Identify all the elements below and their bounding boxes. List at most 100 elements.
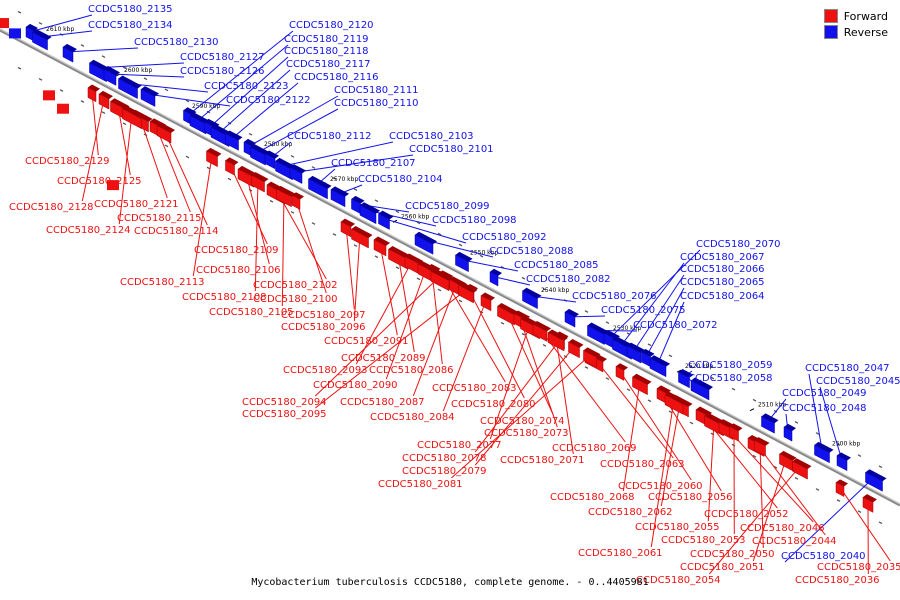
gene-label[interactable]: CCDC5180_2098: [432, 215, 517, 226]
forward-gene-block[interactable]: [430, 268, 453, 292]
gene-label[interactable]: CCDC5180_2081: [378, 479, 463, 490]
gene-label[interactable]: CCDC5180_2069: [552, 443, 637, 454]
gene-label[interactable]: CCDC5180_2059: [688, 360, 773, 371]
forward-gene-block[interactable]: [373, 236, 390, 257]
forward-gene-block[interactable]: [754, 437, 770, 457]
forward-gene-block[interactable]: [480, 292, 495, 312]
gene-label[interactable]: CCDC5180_2079: [402, 466, 487, 477]
gene-label[interactable]: CCDC5180_2107: [331, 158, 416, 169]
gene-label[interactable]: CCDC5180_2095: [242, 409, 327, 420]
gene-label[interactable]: CCDC5180_2089: [341, 353, 426, 364]
reverse-gene-block[interactable]: [25, 23, 38, 42]
gene-label[interactable]: CCDC5180_2049: [782, 388, 867, 399]
gene-label[interactable]: CCDC5180_2091: [324, 336, 409, 347]
gene-block[interactable]: [57, 103, 69, 114]
gene-label[interactable]: CCDC5180_2035: [817, 562, 900, 573]
gene-label[interactable]: CCDC5180_2119: [284, 34, 369, 45]
gene-label[interactable]: CCDC5180_2078: [402, 453, 487, 464]
gene-label[interactable]: CCDC5180_2076: [572, 291, 657, 302]
forward-gene-block[interactable]: [632, 373, 652, 396]
gene-label[interactable]: CCDC5180_2077: [417, 440, 502, 451]
gene-label[interactable]: CCDC5180_2080: [451, 399, 536, 410]
gene-label[interactable]: CCDC5180_2102: [253, 280, 338, 291]
reverse-gene-block[interactable]: [250, 144, 270, 166]
reverse-gene-block[interactable]: [783, 423, 796, 442]
reverse-gene-block[interactable]: [189, 112, 210, 135]
gene-label[interactable]: CCDC5180_2109: [194, 245, 279, 256]
gene-label[interactable]: CCDC5180_2116: [294, 72, 379, 83]
gene-label[interactable]: CCDC5180_2073: [484, 428, 569, 439]
forward-gene-block[interactable]: [497, 303, 519, 326]
gene-label[interactable]: CCDC5180_2085: [514, 260, 599, 271]
forward-gene-block[interactable]: [862, 494, 877, 513]
gene-label[interactable]: CCDC5180_2117: [286, 59, 371, 70]
gene-label[interactable]: CCDC5180_2105: [209, 307, 294, 318]
gene-label[interactable]: CCDC5180_2050: [690, 549, 775, 560]
gene-label[interactable]: CCDC5180_2088: [489, 246, 574, 257]
gene-label[interactable]: CCDC5180_2055: [635, 522, 720, 533]
gene-label[interactable]: CCDC5180_2074: [480, 416, 565, 427]
gene-label[interactable]: CCDC5180_2134: [88, 20, 173, 31]
gene-block[interactable]: [0, 18, 9, 29]
reverse-gene-block[interactable]: [564, 308, 579, 328]
gene-label[interactable]: CCDC5180_2123: [204, 81, 289, 92]
gene-label[interactable]: CCDC5180_2083: [432, 383, 517, 394]
forward-gene-block[interactable]: [729, 423, 743, 442]
gene-label[interactable]: CCDC5180_2135: [88, 4, 173, 15]
gene-label[interactable]: CCDC5180_2111: [334, 85, 419, 96]
gene-label[interactable]: CCDC5180_2100: [253, 294, 338, 305]
gene-label[interactable]: CCDC5180_2097: [281, 310, 366, 321]
gene-label[interactable]: CCDC5180_2087: [340, 397, 425, 408]
gene-label[interactable]: CCDC5180_2092: [462, 232, 547, 243]
reverse-gene-block[interactable]: [865, 469, 887, 492]
reverse-gene-block[interactable]: [225, 130, 243, 151]
forward-gene-block[interactable]: [156, 122, 175, 144]
gene-label[interactable]: CCDC5180_2093: [283, 365, 368, 376]
gene-label[interactable]: CCDC5180_2121: [94, 199, 179, 210]
gene-label[interactable]: CCDC5180_2084: [370, 412, 455, 423]
gene-label[interactable]: CCDC5180_2115: [117, 213, 202, 224]
reverse-gene-block[interactable]: [62, 43, 77, 63]
gene-label[interactable]: CCDC5180_2125: [57, 176, 142, 187]
gene-label[interactable]: CCDC5180_2068: [550, 492, 635, 503]
reverse-gene-block[interactable]: [522, 287, 542, 310]
reverse-gene-block[interactable]: [455, 251, 473, 273]
gene-label[interactable]: CCDC5180_2071: [500, 455, 585, 466]
reverse-gene-block[interactable]: [414, 231, 437, 255]
gene-label[interactable]: CCDC5180_2104: [358, 174, 443, 185]
forward-gene-block[interactable]: [122, 105, 146, 130]
gene-label[interactable]: CCDC5180_2045: [816, 376, 900, 387]
forward-gene-block[interactable]: [206, 147, 222, 168]
forward-gene-block[interactable]: [225, 157, 239, 176]
gene-label[interactable]: CCDC5180_2124: [46, 225, 131, 236]
gene-label[interactable]: CCDC5180_2036: [795, 575, 880, 586]
gene-label[interactable]: CCDC5180_2072: [633, 320, 718, 331]
reverse-gene-block[interactable]: [308, 175, 332, 200]
gene-label[interactable]: CCDC5180_2114: [134, 226, 219, 237]
reverse-gene-block[interactable]: [359, 202, 380, 225]
gene-label[interactable]: CCDC5180_2130: [134, 37, 219, 48]
gene-label[interactable]: CCDC5180_2129: [25, 156, 110, 167]
gene-label[interactable]: CCDC5180_2062: [588, 507, 673, 518]
gene-label[interactable]: CCDC5180_2120: [289, 20, 374, 31]
gene-label[interactable]: CCDC5180_2067: [680, 252, 765, 263]
reverse-gene-block[interactable]: [330, 186, 349, 208]
gene-label[interactable]: CCDC5180_2127: [180, 52, 265, 63]
gene-label[interactable]: CCDC5180_2103: [389, 131, 474, 142]
gene-label[interactable]: CCDC5180_2063: [600, 459, 685, 470]
gene-label[interactable]: CCDC5180_2112: [287, 131, 372, 142]
gene-label[interactable]: CCDC5180_2044: [752, 536, 837, 547]
gene-label[interactable]: CCDC5180_2126: [180, 66, 265, 77]
reverse-gene-block[interactable]: [243, 138, 256, 157]
reverse-gene-block[interactable]: [140, 86, 159, 107]
reverse-gene-block[interactable]: [103, 66, 120, 86]
forward-gene-block[interactable]: [547, 329, 568, 352]
reverse-gene-block[interactable]: [489, 268, 502, 287]
gene-label[interactable]: CCDC5180_2094: [242, 397, 327, 408]
gene-label[interactable]: CCDC5180_2110: [334, 98, 419, 109]
gene-label[interactable]: CCDC5180_2086: [369, 365, 454, 376]
gene-label[interactable]: CCDC5180_2118: [284, 46, 369, 57]
gene-label[interactable]: CCDC5180_2082: [526, 274, 611, 285]
gene-label[interactable]: CCDC5180_2040: [781, 551, 866, 562]
reverse-gene-block[interactable]: [32, 29, 52, 51]
